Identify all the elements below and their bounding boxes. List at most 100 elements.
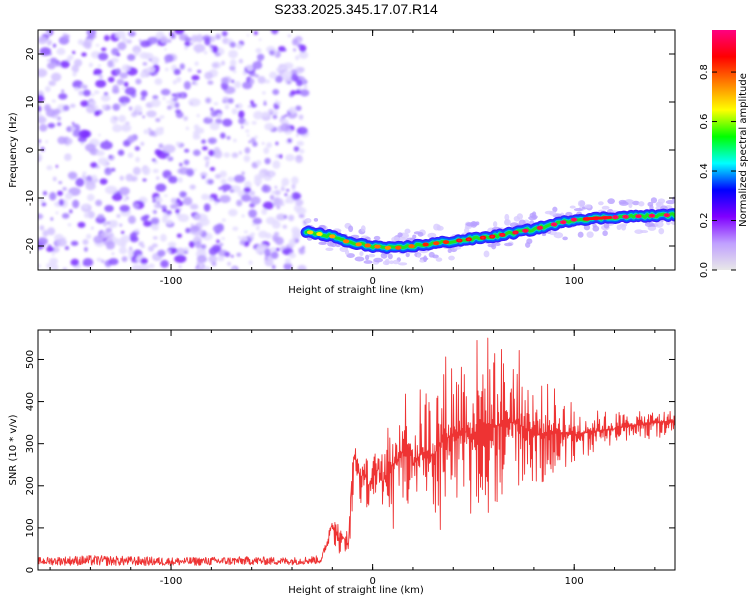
track-core: [467, 238, 471, 241]
noise-blob: [51, 252, 55, 256]
noise-blob: [299, 148, 305, 154]
noise-blob: [196, 254, 207, 264]
noise-blob: [236, 43, 243, 50]
noise-blob: [42, 229, 49, 237]
noise-blob: [97, 64, 102, 68]
noise-blob: [170, 197, 177, 204]
noise-blob: [146, 66, 156, 74]
track-halo: [639, 230, 649, 234]
noise-blob: [167, 241, 177, 248]
noise-blob: [297, 66, 305, 73]
noise-blob: [248, 104, 251, 108]
noise-blob: [238, 150, 242, 155]
noise-blob: [174, 254, 187, 263]
track-halo: [565, 211, 573, 217]
snr-ytick-label: 200: [25, 476, 36, 495]
track-halo: [465, 222, 476, 227]
noise-blob: [203, 156, 210, 161]
noise-blob: [296, 133, 299, 137]
noise-blob: [63, 154, 72, 161]
noise-blob: [195, 34, 204, 43]
noise-blob: [213, 102, 219, 106]
track-halo: [569, 205, 576, 209]
noise-blob: [95, 150, 105, 157]
noise-blob: [139, 71, 147, 78]
noise-blob: [255, 246, 262, 255]
noise-blob: [106, 240, 116, 250]
noise-blob: [52, 43, 57, 48]
noise-blob: [127, 152, 134, 159]
noise-blob: [184, 148, 190, 153]
noise-blob: [157, 249, 166, 257]
track-halo: [573, 208, 583, 212]
track-halo: [344, 249, 350, 256]
noise-blob: [190, 223, 194, 227]
snr-series: [38, 337, 675, 567]
track-halo: [654, 220, 664, 228]
noise-blob: [93, 71, 97, 75]
noise-blob: [98, 74, 103, 80]
noise-blob: [205, 97, 211, 104]
noise-blob: [295, 55, 300, 61]
noise-blob: [118, 96, 131, 104]
noise-blob: [239, 240, 246, 246]
noise-blob: [129, 236, 139, 243]
track-halo: [586, 231, 594, 238]
noise-blob: [282, 48, 287, 52]
noise-blob: [192, 149, 201, 156]
noise-blob: [216, 113, 222, 119]
noise-blob: [148, 127, 151, 131]
noise-blob: [90, 162, 98, 168]
noise-blob: [255, 226, 260, 231]
noise-blob: [51, 99, 56, 103]
noise-blob: [299, 44, 307, 53]
track-core: [623, 215, 628, 218]
snr-xtick-label: -100: [160, 576, 183, 587]
noise-blob: [278, 154, 283, 159]
noise-blob: [269, 194, 275, 201]
noise-blob: [166, 105, 172, 110]
noise-blob: [219, 194, 231, 203]
noise-blob: [148, 245, 155, 252]
noise-blob: [278, 69, 284, 76]
track-halo: [584, 204, 592, 209]
noise-blob: [214, 201, 218, 206]
noise-blob: [220, 132, 226, 139]
noise-blob: [174, 30, 185, 35]
noise-blob: [115, 68, 122, 75]
noise-blob: [252, 217, 262, 225]
track-halo: [427, 232, 437, 239]
track-halo: [552, 206, 558, 213]
noise-blob: [95, 43, 100, 47]
noise-blob: [205, 161, 210, 165]
noise-blob: [272, 197, 284, 207]
track-hotspot: [355, 242, 362, 247]
noise-blob: [258, 38, 262, 41]
noise-blob: [228, 208, 238, 217]
noise-blob: [287, 81, 291, 85]
noise-blob: [261, 142, 265, 145]
noise-blob: [256, 225, 260, 228]
noise-blob: [57, 190, 63, 196]
noise-blob: [116, 78, 125, 86]
noise-blob: [285, 154, 295, 162]
noise-blob: [291, 226, 300, 235]
noise-blob: [142, 62, 148, 66]
noise-blob: [177, 177, 183, 183]
noise-blob: [204, 37, 211, 46]
track-hotspot: [329, 234, 336, 239]
noise-blob: [45, 108, 56, 118]
track-core: [561, 221, 565, 224]
noise-blob: [189, 203, 199, 210]
noise-blob: [103, 221, 108, 227]
noise-blob: [175, 109, 182, 114]
noise-blob: [212, 62, 219, 68]
noise-blob: [189, 42, 194, 46]
noise-blob: [146, 110, 157, 118]
noise-blob: [176, 233, 182, 238]
noise-blob: [276, 213, 287, 221]
noise-blob: [280, 187, 286, 192]
track-hotspot: [395, 245, 402, 250]
noise-blob: [275, 99, 278, 103]
noise-blob: [236, 103, 243, 109]
